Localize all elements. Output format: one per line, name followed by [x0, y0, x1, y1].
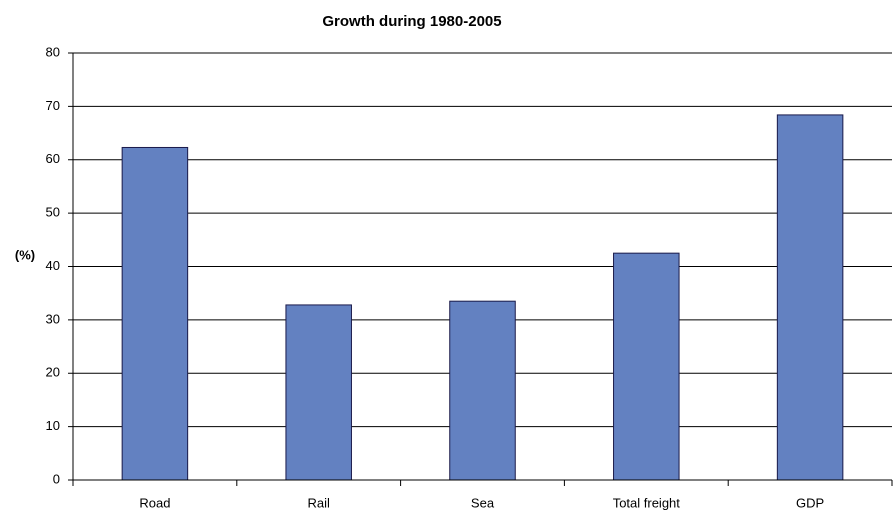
y-tick-label: 50: [46, 205, 60, 220]
bar: [449, 300, 516, 481]
x-tick-label: GDP: [796, 495, 824, 510]
bar: [776, 114, 844, 481]
x-tick-label: Road: [139, 495, 170, 510]
chart-title: Growth during 1980-2005: [322, 13, 501, 30]
bar: [285, 304, 352, 481]
x-tick-label: Sea: [471, 495, 495, 510]
bar: [121, 146, 189, 481]
y-tick-label: 60: [46, 151, 60, 166]
y-tick-label: 30: [46, 311, 60, 326]
y-tick-label: 0: [53, 471, 60, 486]
y-tick-label: 70: [46, 98, 60, 113]
bar: [613, 252, 680, 481]
y-tick-label: 20: [46, 365, 60, 380]
y-tick-label: 40: [46, 258, 60, 273]
x-tick-label: Rail: [307, 495, 330, 510]
y-axis-label: (%): [15, 247, 35, 262]
y-tick-label: 10: [46, 418, 60, 433]
x-tick-label: Total freight: [613, 495, 681, 510]
y-tick-label: 80: [46, 44, 60, 59]
